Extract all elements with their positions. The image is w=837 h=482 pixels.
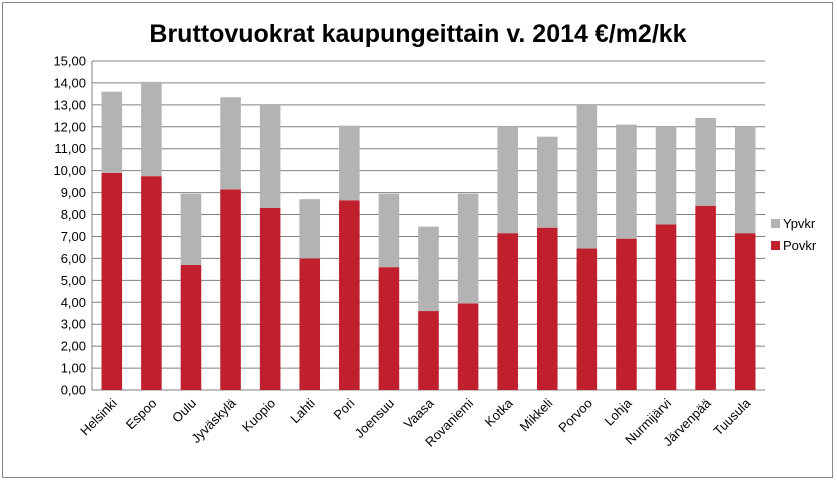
y-tick-label: 11,00 <box>54 141 86 156</box>
x-tick-label: Mikkeli <box>517 395 556 434</box>
bar-segment-ypvkr <box>259 104 281 208</box>
y-tick-label: 6,00 <box>61 251 86 266</box>
x-tick-label: Kotka <box>482 395 517 430</box>
y-tick-label: 14,00 <box>53 75 86 90</box>
legend-swatch-ypvkr <box>771 219 780 228</box>
x-tick-label: Vaasa <box>401 395 438 432</box>
bar-segment-povkr <box>695 205 716 390</box>
x-tick-label: Lohja <box>601 395 635 429</box>
y-axis-tick-labels: 0,00 1,00 2,00 3,00 4,00 5,00 6,00 7,00 8,00 9,00… <box>53 54 86 398</box>
bar-segment-ypvkr <box>655 126 677 225</box>
x-tick-label: Oulu <box>169 396 199 426</box>
legend-label-ypvkr: Ypvkr <box>783 216 816 231</box>
gridlines <box>91 60 765 391</box>
bar-segment-ypvkr <box>616 124 637 239</box>
y-tick-label: 1,00 <box>61 361 86 376</box>
y-tick-label: 9,00 <box>61 185 86 200</box>
bar-segment-povkr <box>418 311 439 390</box>
bar-segment-ypvkr <box>220 97 241 190</box>
chart-title: Bruttovuokrat kaupungeittain v. 2014 €/m… <box>149 20 686 48</box>
x-tick-label: Tuusula <box>710 395 754 439</box>
x-tick-label: Porvoo <box>555 396 595 436</box>
bar-segment-povkr <box>378 267 400 390</box>
y-tick-label: 12,00 <box>53 119 86 134</box>
bar-segment-povkr <box>180 264 202 390</box>
bar-segment-ypvkr <box>695 118 716 206</box>
x-tick-label: Joensuu <box>352 396 397 441</box>
bar-segment-povkr <box>457 303 479 390</box>
bar-segment-povkr <box>576 248 598 390</box>
y-tick-label: 13,00 <box>53 97 86 112</box>
x-tick-label: Helsinki <box>77 395 120 438</box>
bar-segment-ypvkr <box>497 126 518 234</box>
bar-segment-povkr <box>655 224 677 390</box>
y-tick-label: 2,00 <box>61 339 86 354</box>
x-tick-label: Kuopio <box>239 396 278 435</box>
bar-segment-povkr <box>734 233 756 390</box>
bar-segment-ypvkr <box>141 81 162 177</box>
x-tick-label: Jyväskylä <box>188 395 239 446</box>
y-tick-label: 15,00 <box>53 54 86 69</box>
bar-segment-ypvkr <box>299 199 321 259</box>
y-tick-label: 5,00 <box>61 273 86 288</box>
y-tick-label: 7,00 <box>61 229 86 244</box>
y-tick-label: 8,00 <box>61 207 86 222</box>
y-tick-label: 4,00 <box>61 295 86 310</box>
bar-segment-povkr <box>299 258 321 390</box>
y-tick-label: 3,00 <box>61 317 86 332</box>
bar-segment-povkr <box>141 176 162 390</box>
bar-segment-ypvkr <box>576 104 598 249</box>
bar-segment-povkr <box>497 233 518 390</box>
bar-segment-ypvkr <box>457 193 479 304</box>
bar-segment-ypvkr <box>378 193 400 268</box>
bar-segment-povkr <box>536 227 558 390</box>
bar-segment-povkr <box>616 238 637 390</box>
x-tick-label: Espoo <box>123 396 160 433</box>
bar-segment-povkr <box>259 207 281 390</box>
legend: Ypvkr Povkr <box>771 216 817 253</box>
legend-swatch-povkr <box>771 241 780 250</box>
bar-segment-povkr <box>339 200 360 390</box>
bar-segment-ypvkr <box>101 91 123 173</box>
y-tick-label: 10,00 <box>53 163 86 178</box>
bar-segment-povkr <box>220 189 241 390</box>
bar-segment-povkr <box>101 172 123 390</box>
bar-segment-ypvkr <box>339 125 360 201</box>
bars <box>101 81 756 390</box>
bar-segment-ypvkr <box>418 226 439 312</box>
x-tick-label: Lahti <box>287 395 318 426</box>
bar-segment-ypvkr <box>180 193 202 265</box>
legend-label-povkr: Povkr <box>783 238 817 253</box>
x-tick-label: Pori <box>330 395 357 422</box>
bar-segment-ypvkr <box>536 136 558 228</box>
y-tick-label: 0,00 <box>61 383 86 398</box>
bar-segment-ypvkr <box>734 126 756 234</box>
